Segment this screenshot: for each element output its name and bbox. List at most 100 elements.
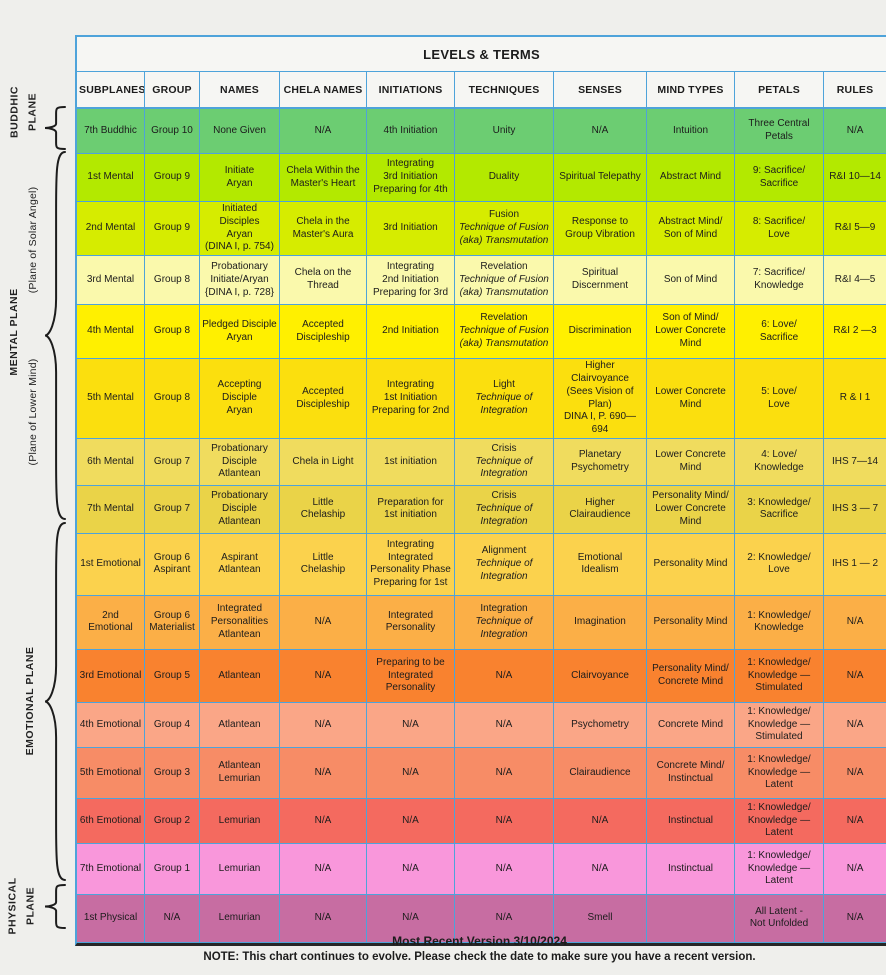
- cell-line: Preparing to be: [376, 656, 445, 668]
- cell-line: N/A: [314, 718, 332, 730]
- rules-cell: R&I 5—9: [824, 202, 886, 257]
- names-cell: Integrated Personalities Atlantean: [200, 595, 280, 650]
- table-row-6th-emotional: 6th Emotional Group 2 Lemurian N/A N/A N/A N/A…: [77, 798, 886, 844]
- cell-line: Discipleship: [296, 331, 350, 343]
- initiations-cell: Integrating 2nd Initiation Preparing for 3…: [367, 256, 455, 306]
- techniques-cell: Light Technique of Integration: [455, 359, 554, 439]
- cell-line: Discrimination: [568, 325, 632, 337]
- petals-cell: 1: Knowledge/Knowledge — Stimulated: [735, 649, 824, 703]
- cell-line: Clairaudience: [569, 766, 631, 778]
- senses-cell: Higher Clairvoyance (Sees Vision of Plan) D…: [554, 359, 647, 439]
- cell-line: 7th Mental: [87, 503, 134, 515]
- cell-line: Group 1: [153, 862, 191, 874]
- chela-names-cell: N/A: [280, 894, 367, 943]
- cell-line: Instinctual: [667, 862, 714, 874]
- cell-line: Probationary: [211, 260, 268, 272]
- cell-line: Integration: [480, 570, 528, 582]
- techniques-cell: Revelation Technique of Fusion (aka) Trans…: [455, 256, 554, 306]
- mind-types-cell: Concrete Mind/Instinctual: [647, 747, 735, 799]
- mind-types-cell: Son of Mind/Lower Concrete Mind: [647, 305, 735, 360]
- column-header-group: GROUP: [145, 72, 200, 109]
- cell-line: Sacrifice: [759, 177, 799, 189]
- names-cell: Initiated Disciples Aryan (DINA I, p. 754): [200, 202, 280, 257]
- group-cell: Group 9: [145, 154, 200, 202]
- chela-names-cell: Little Chelaship: [280, 533, 367, 596]
- cell-line: Discernment: [571, 280, 629, 292]
- cell-line: Group 7: [153, 455, 191, 467]
- cell-line: Mind: [679, 338, 702, 350]
- table-row-5th-mental: 5th Mental Group 8 Accepting Disciple Aryan A…: [77, 359, 886, 439]
- buddhic-plane-brace: [44, 106, 70, 150]
- group-cell: Group 9: [145, 202, 200, 257]
- cell-line: 4th Initiation: [383, 124, 438, 136]
- group-cell: Group 8: [145, 305, 200, 360]
- cell-line: R&I 2 —3: [833, 325, 877, 337]
- rules-cell: IHS 1 — 2: [824, 534, 886, 596]
- cell-line: 3rd Initiation: [383, 222, 438, 234]
- cell-line: Personality Mind: [653, 616, 728, 628]
- cell-line: Knowledge: [754, 622, 804, 634]
- cell-line: Knowledge —: [747, 718, 811, 730]
- cell-line: Integrated: [216, 603, 263, 615]
- cell-line: Intuition: [672, 124, 709, 136]
- cell-line: N/A: [591, 862, 609, 874]
- cell-line: Personalities: [210, 616, 269, 628]
- subplanes-cell: 7th Mental: [77, 485, 145, 534]
- techniques-cell: N/A: [455, 747, 554, 799]
- cell-line: N/A: [314, 814, 332, 826]
- group-cell: Group 6 Materialist: [145, 595, 200, 650]
- cell-line: Light: [493, 379, 515, 391]
- group-cell: N/A: [145, 894, 200, 943]
- cell-line: N/A: [846, 862, 864, 874]
- cell-line: N/A: [846, 124, 864, 136]
- cell-line: N/A: [402, 718, 419, 730]
- cell-line: IHS 1 — 2: [831, 558, 879, 570]
- petals-cell: All Latent - Not Unfolded: [735, 894, 824, 943]
- column-header-rules: RULES: [824, 72, 886, 109]
- cell-line: N/A: [846, 616, 864, 628]
- subplanes-cell: 7th Emotional: [77, 843, 145, 895]
- cell-line: Integrated: [387, 669, 434, 681]
- cell-line: Atlantean: [218, 669, 261, 681]
- buddhic-plane-label-line1: BUDDHIC: [8, 86, 21, 138]
- cell-line: Personality Mind/: [652, 490, 729, 502]
- cell-line: Discipleship: [296, 398, 350, 410]
- cell-line: 2nd Initiation: [382, 325, 439, 337]
- column-header-senses: SENSES: [554, 72, 647, 109]
- cell-line: Concrete Mind: [657, 718, 724, 730]
- cell-line: Lemurian: [218, 772, 261, 784]
- initiations-cell: Preparing to be Integrated Personality: [367, 649, 455, 703]
- cell-line: N/A: [591, 814, 609, 826]
- buddhic-plane-label-line2: PLANE: [27, 92, 39, 132]
- emotional-plane-brace: [44, 522, 70, 881]
- cell-line: Planetary: [578, 449, 622, 461]
- cell-line: N/A: [163, 912, 181, 924]
- table-row-3rd-mental: 3rd Mental Group 8 Probationary Initiate/Ar…: [77, 256, 886, 306]
- cell-line: Latent: [765, 779, 793, 791]
- cell-line: N/A: [846, 814, 864, 826]
- mind-types-cell: Personality Mind: [647, 595, 735, 650]
- cell-line: Technique of Fusion: [459, 325, 549, 337]
- cell-line: Preparing for 4th: [373, 183, 448, 195]
- cell-line: Preparing for 2nd: [371, 404, 450, 416]
- rules-cell: N/A: [824, 895, 886, 943]
- cell-line: N/A: [846, 912, 864, 924]
- cell-line: N/A: [314, 766, 332, 778]
- cell-line: Preparation for: [377, 496, 444, 508]
- mental-plane-brace: [44, 151, 70, 520]
- cell-line: Little: [312, 551, 334, 563]
- initiations-cell: N/A: [367, 702, 455, 748]
- cell-line: IHS 7—14: [831, 455, 879, 467]
- cell-line: Chela Within the: [286, 164, 360, 176]
- cell-line: Group 6: [153, 609, 191, 621]
- petals-cell: 7: Sacrifice/Knowledge: [735, 256, 824, 306]
- senses-cell: Emotional Idealism: [554, 533, 647, 596]
- levels-terms-table: LEVELS & TERMS SUBPLANES GROUP NAMES CHELA …: [75, 35, 886, 946]
- subplanes-cell: 5th Emotional: [77, 747, 145, 799]
- physical-plane-label-line2: PLANE: [25, 886, 37, 926]
- group-cell: Group 10: [145, 109, 200, 154]
- cell-line: Fusion: [488, 209, 519, 221]
- cell-line: N/A: [495, 862, 513, 874]
- chela-names-cell: Accepted Discipleship: [280, 305, 367, 360]
- cell-line: 6th Mental: [87, 455, 134, 467]
